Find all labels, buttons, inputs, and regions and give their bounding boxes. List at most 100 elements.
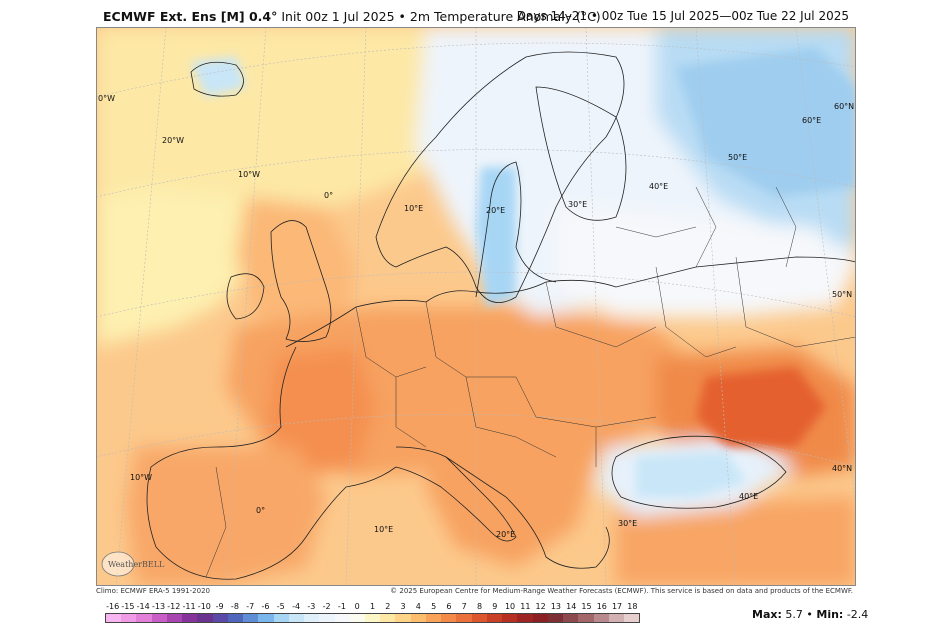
model-name: ECMWF Ext. Ens [M] 0.4° [103,9,278,24]
colorbar [105,613,640,623]
colorbar-swatch [166,614,183,622]
colorbar-swatch [334,614,350,622]
colorbar-swatch [456,614,472,622]
colorbar-tick-label: -16 [106,602,120,611]
colorbar-swatch [471,614,487,622]
colorbar-swatch [441,614,457,622]
grid-labels: 0°W 20°W 10°W 0° 10°E 20°E 30°E 40°E 50°… [98,94,854,539]
colorbar-tick-label: -7 [246,602,255,611]
black-sea-core [636,452,746,497]
colorbar-swatch [304,614,320,622]
colorbar-swatch [288,614,305,622]
climo-credit: Climo: ECMWF ERA-5 1991-2020 [96,587,210,595]
colorbar-swatch [410,614,426,622]
colorbar-tick-label: 18 [627,602,638,611]
colorbar-swatch [623,614,640,622]
colorbar-swatch [212,614,228,622]
colorbar-tick-label: 3 [400,602,406,611]
colorbar-swatch [563,614,579,622]
grid-label: 10°E [404,204,423,213]
scandinavia-outline [375,51,625,304]
colorbar-swatch [273,614,289,622]
colorbar-tick-label: -10 [197,602,211,611]
colorbar-tick-label: 15 [581,602,592,611]
grid-label: 60°E [802,116,821,125]
colorbar-tick-label: -13 [151,602,166,611]
colorbar-tick-label: -15 [121,602,135,611]
colorbar-swatch [121,614,137,622]
colorbar-swatch [380,614,396,622]
colorbar-tick-label: 8 [476,602,483,611]
colorbar-swatch [136,614,152,622]
colorbar-tick-label: 2 [385,602,391,611]
colorbar-tick-label: 14 [566,602,577,611]
colorbar-tick-label: -9 [215,602,224,611]
coastlines [146,51,856,580]
europe-mainland-coast [285,256,856,348]
colorbar-tick-label: 17 [611,602,623,611]
grid-label: 30°E [568,200,587,209]
colorbar-tick-label: 11 [520,602,531,611]
colorbar-swatch [517,614,533,622]
grid-label: 50°E [728,153,747,162]
ireland-outline [226,273,265,320]
eastern-europe-neutral [556,207,856,317]
max-value: 5.7 [785,608,803,621]
colorbar-tick-label: -8 [230,602,239,611]
biscay-iberia-coast [146,346,397,580]
great-britain-outline [270,220,332,342]
graticule [96,27,856,586]
colorbar-tick-label: 7 [461,602,467,611]
colorbar-swatch [395,614,411,622]
country-borders [205,186,856,578]
colorbar-tick-label: 4 [415,602,421,611]
colorbar-swatch [258,614,274,622]
valid-period: Days 14–21 • 00z Tue 15 Jul 2025—00z Tue… [516,9,849,23]
colorbar-swatch [608,614,624,622]
max-min-readout: Max: 5.7 • Min: -2.4 [752,608,868,621]
field-name: 2m Temperature Anomaly (°C) [409,9,601,24]
colorbar-swatch [182,614,198,622]
colorbar-swatch [319,614,335,622]
balkans-warm [426,417,596,567]
colorbar-swatch [349,614,365,622]
colorbar-swatch [364,614,381,622]
iberia-warm [126,447,326,586]
colorbar-swatch [151,614,167,622]
finland-outline [535,86,627,221]
colorbar-swatch [243,614,259,622]
title-separator: • [398,9,406,24]
black-sea-outline [611,435,787,509]
colorbar-swatch [502,614,518,622]
colorbar-tick-label: -2 [322,602,331,611]
grid-label: 0° [256,506,265,515]
france-warm-core [266,347,376,477]
iceland-cool [191,57,246,97]
colorbar-tick-label: -1 [337,602,346,611]
colorbar-swatch [578,614,594,622]
grid-label: 0°W [98,94,115,103]
ukraine-hottest [696,367,826,447]
colorbar-tick-label: 10 [504,602,516,611]
colorbar-tick-label: -11 [182,602,196,611]
colorbar-tick-label: -3 [307,602,316,611]
grid-label: 20°E [496,530,515,539]
colorbar-swatch [197,614,213,622]
baltic-outline [475,161,557,298]
colorbar-ticks: -16 -15 -14 -13 -12 -11 -10 -9 -8 -7 -6 -5 -4 -3 -2 -1 0… [100,602,640,612]
russia-cold-core [676,47,856,197]
min-value: -2.4 [846,608,869,621]
grid-label: 0° [324,191,333,200]
grid-label: 10°E [374,525,393,534]
colorbar-swatch [547,614,564,622]
colorbar-swatch [425,614,442,622]
colorbar-tick-label: -12 [167,602,181,611]
colorbar-tick-label: 12 [535,602,546,611]
colorbar-tick-label: 16 [596,602,607,611]
balkans-coast [445,456,610,569]
colorbar-tick-label: -4 [292,602,301,611]
grid-label: 10°W [238,170,260,179]
max-label: Max: [752,608,782,621]
colorbar-swatch [486,614,503,622]
logo-text: WeatherBELL [108,560,165,569]
